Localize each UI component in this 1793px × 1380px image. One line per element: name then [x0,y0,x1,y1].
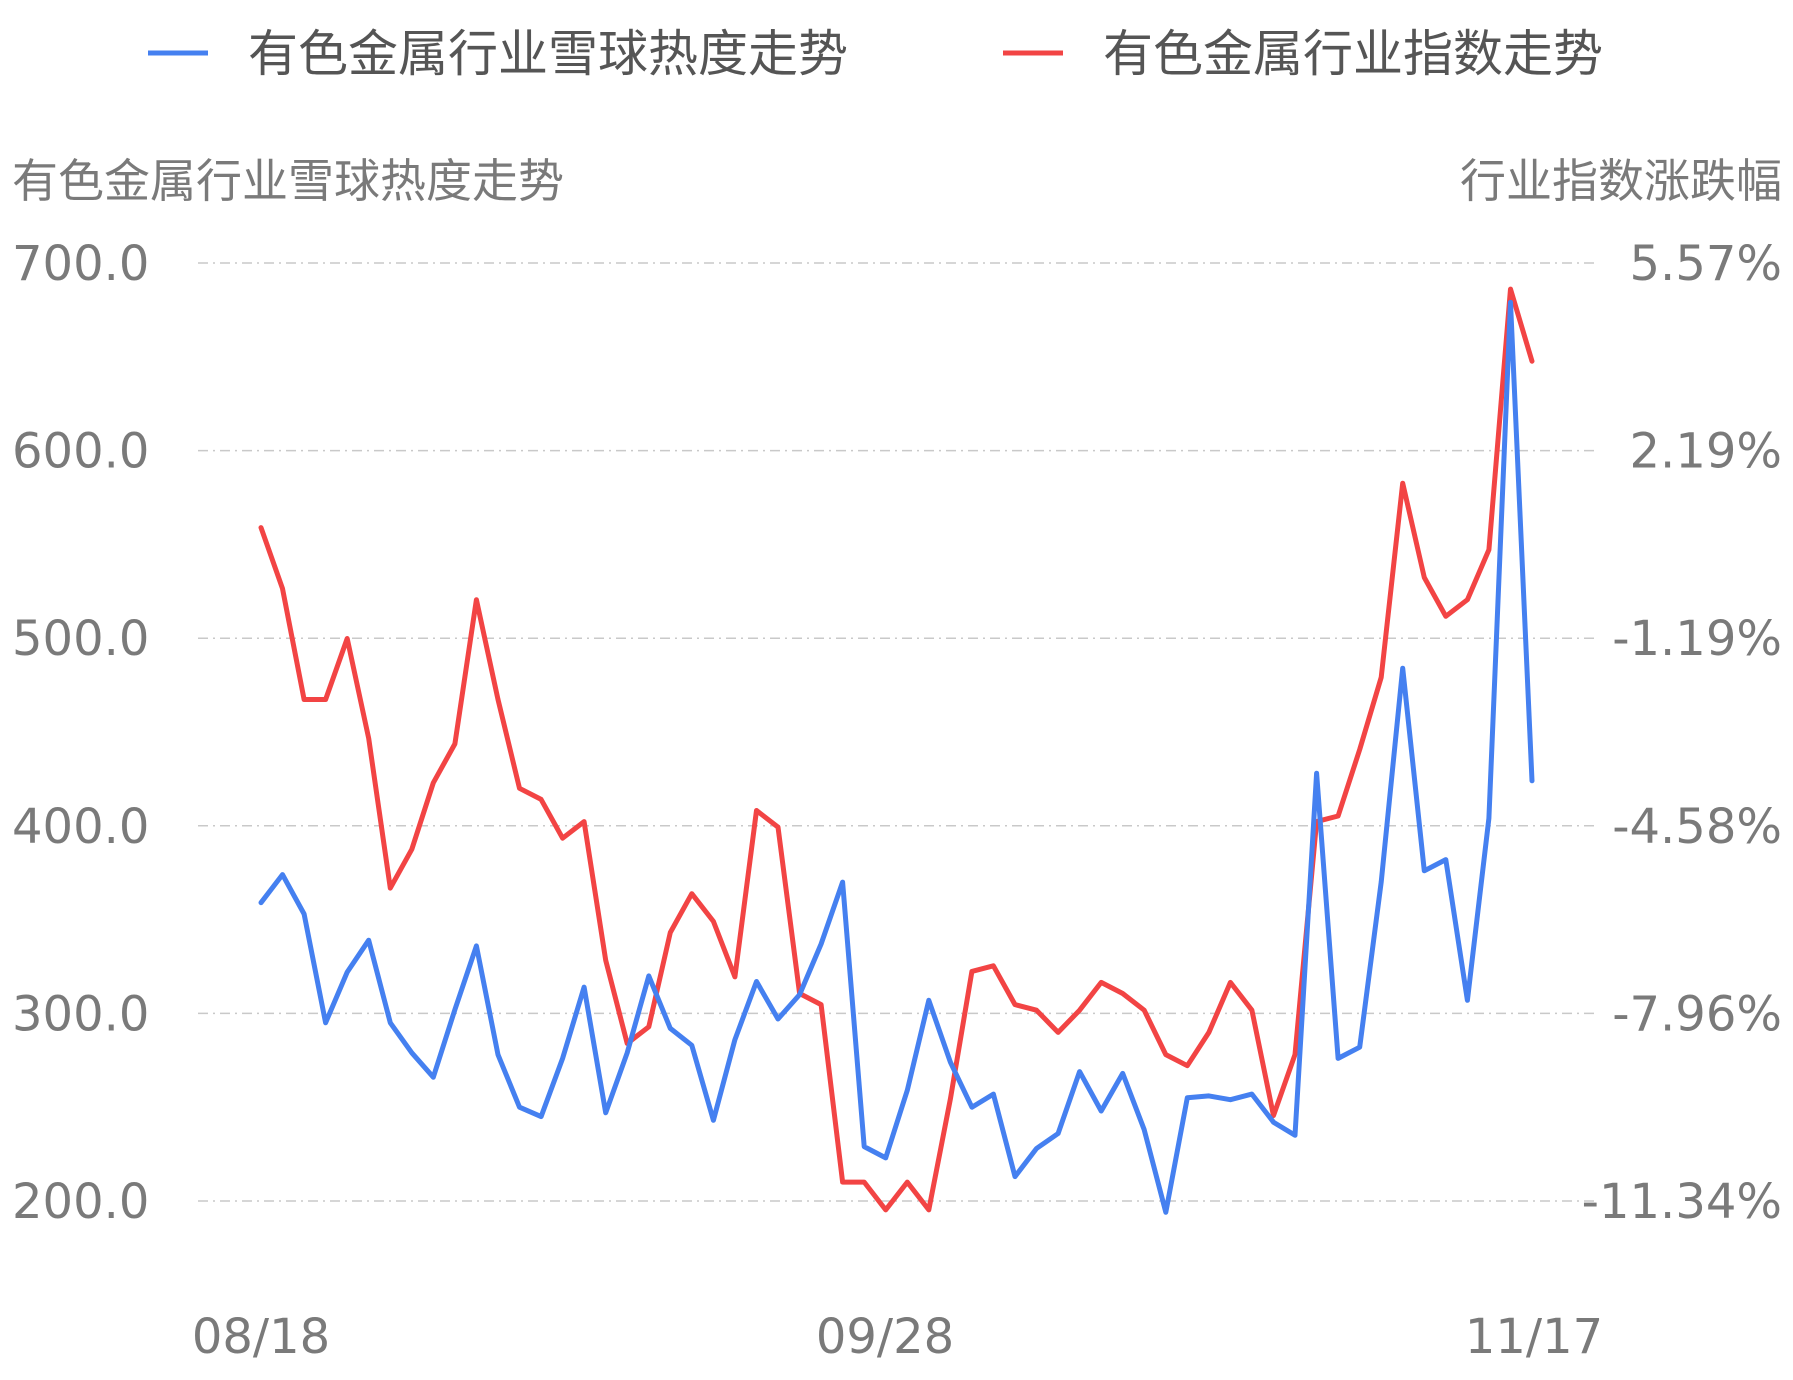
left-axis-ticks: 700.0 600.0 500.0 400.0 300.0 200.0 [12,236,149,1230]
legend-label-heat: 有色金属行业雪球热度走势 [248,25,848,83]
series-heat [258,299,1535,1215]
legend-item-index: 有色金属行业指数走势 [1003,25,1603,83]
right-tick-label: 2.19% [1630,424,1782,480]
legend-label-index: 有色金属行业指数走势 [1103,25,1603,83]
legend-item-heat: 有色金属行业雪球热度走势 [148,25,848,83]
right-tick-label: -1.19% [1612,611,1782,667]
right-tick-label: -4.58% [1612,799,1782,855]
right-tick-label: 5.57% [1630,236,1782,292]
x-axis-ticks: 08/18 09/28 11/17 [192,1309,1603,1365]
x-tick-label: 09/28 [816,1309,954,1365]
right-axis-title: 行业指数涨跌幅 [1460,154,1782,208]
left-tick-label: 300.0 [12,986,149,1042]
gridlines [198,262,1595,1202]
series-line [258,286,1535,1213]
left-tick-label: 400.0 [12,799,149,855]
series-line [258,299,1535,1215]
right-tick-label: -7.96% [1612,986,1782,1042]
left-tick-label: 200.0 [12,1174,149,1230]
left-tick-label: 700.0 [12,236,149,292]
left-tick-label: 600.0 [12,424,149,480]
right-tick-label: -11.34% [1582,1174,1782,1230]
x-tick-label: 08/18 [192,1309,330,1365]
left-axis-title: 有色金属行业雪球热度走势 [12,154,564,208]
legend: 有色金属行业雪球热度走势 有色金属行业指数走势 [148,25,1603,83]
x-tick-label: 11/17 [1465,1309,1603,1365]
left-tick-label: 500.0 [12,611,149,667]
right-axis-ticks: 5.57% 2.19% -1.19% -4.58% -7.96% -11.34% [1582,236,1782,1230]
series-index [258,286,1535,1213]
